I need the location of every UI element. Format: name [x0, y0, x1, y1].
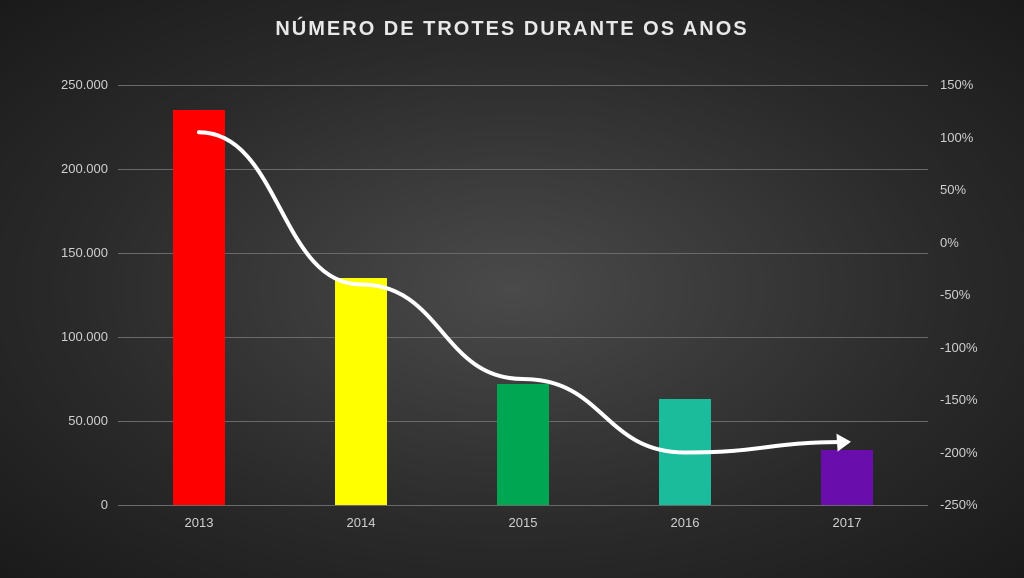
y-right-tick-label: 50% — [940, 182, 966, 197]
y-right-tick-label: -200% — [940, 445, 978, 460]
x-tick-label: 2014 — [347, 515, 376, 530]
chart-area: 050.000100.000150.000200.000250.000-250%… — [118, 85, 928, 505]
gridline — [118, 505, 928, 506]
y-right-tick-label: -250% — [940, 497, 978, 512]
y-left-tick-label: 0 — [38, 497, 108, 512]
chart-title: NÚMERO DE TROTES DURANTE OS ANOS — [0, 18, 1024, 41]
y-right-tick-label: 100% — [940, 130, 973, 145]
y-left-tick-label: 100.000 — [38, 329, 108, 344]
y-right-tick-label: 150% — [940, 77, 973, 92]
y-left-tick-label: 50.000 — [38, 413, 108, 428]
y-right-tick-label: -100% — [940, 340, 978, 355]
y-right-tick-label: -150% — [940, 392, 978, 407]
x-tick-label: 2015 — [509, 515, 538, 530]
plot-area: 050.000100.000150.000200.000250.000-250%… — [118, 85, 928, 505]
x-tick-label: 2017 — [833, 515, 862, 530]
y-left-tick-label: 200.000 — [38, 161, 108, 176]
y-right-tick-label: 0% — [940, 235, 959, 250]
y-left-tick-label: 150.000 — [38, 245, 108, 260]
x-tick-label: 2013 — [185, 515, 214, 530]
trend-line — [118, 85, 928, 505]
y-right-tick-label: -50% — [940, 287, 970, 302]
y-left-tick-label: 250.000 — [38, 77, 108, 92]
x-tick-label: 2016 — [671, 515, 700, 530]
